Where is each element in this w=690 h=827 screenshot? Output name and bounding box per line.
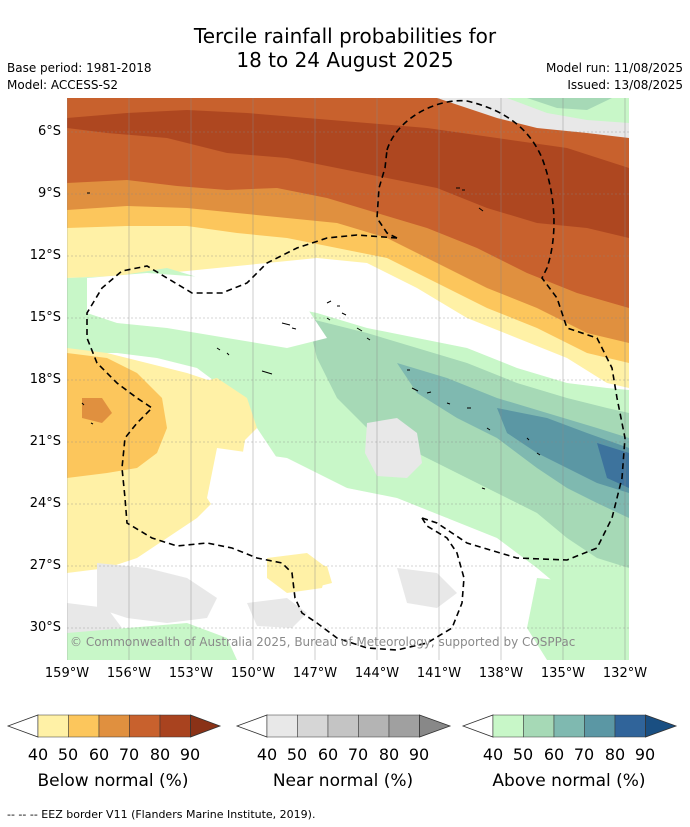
lon-label: 135°W	[540, 666, 586, 681]
near-40-patch-3	[397, 568, 457, 608]
cb-tick: 90	[408, 745, 430, 764]
below-60-west-patch	[82, 398, 112, 423]
eez-footer-note: -- -- -- EEZ border V11 (Flanders Marine…	[7, 808, 316, 821]
lon-label: 132°W	[602, 666, 648, 681]
lat-label: 27°S	[29, 558, 61, 573]
lon-label: 153°W	[168, 666, 214, 681]
cb-tick: 80	[149, 745, 171, 764]
swatch	[358, 714, 390, 738]
title-line-2: 18 to 24 August 2025	[236, 48, 454, 72]
lat-label: 6°S	[37, 124, 61, 139]
cb-tick: 80	[378, 745, 400, 764]
eez-border-cook	[86, 234, 465, 651]
cb-tick: 70	[118, 745, 140, 764]
swatch	[37, 714, 69, 738]
meta-right: Model run: 11/08/2025 Issued: 13/08/2025	[546, 60, 683, 94]
below-40-center	[177, 378, 257, 448]
swatch	[492, 714, 524, 738]
above-normal-label: Above normal (%)	[492, 771, 646, 791]
swatch	[68, 714, 100, 738]
lat-label: 9°S	[37, 186, 61, 201]
colorbar-near	[235, 714, 452, 738]
lat-label: 18°S	[29, 372, 61, 387]
swatch	[129, 714, 161, 738]
lon-label: 156°W	[106, 666, 152, 681]
map-title: Tercile rainfall probabilities for 18 to…	[0, 24, 690, 72]
base-period: Base period: 1981-2018	[7, 61, 152, 75]
below-40-south-patch-2	[302, 566, 332, 588]
lon-label: 150°W	[230, 666, 276, 681]
lat-label: 15°S	[29, 310, 61, 325]
meridians	[67, 98, 626, 660]
above-60-region	[397, 363, 629, 518]
white-gap-center	[207, 448, 567, 618]
swatch	[553, 714, 585, 738]
cb-tick: 50	[57, 745, 79, 764]
near-normal-label: Near normal (%)	[272, 771, 414, 791]
lon-label: 147°W	[292, 666, 338, 681]
gridlines	[67, 131, 629, 629]
near-40-patch-4	[247, 598, 307, 628]
eez-border-marquesas	[376, 99, 626, 561]
cb-tick: 60	[88, 745, 110, 764]
swatch	[159, 714, 191, 738]
lat-label: 30°S	[29, 620, 61, 635]
cb-tick: 70	[347, 745, 369, 764]
colorbar-below	[6, 714, 222, 738]
near-40-patch-2	[97, 563, 217, 623]
above-50-topright	[527, 98, 612, 110]
meta-left: Base period: 1981-2018 Model: ACCESS-S2	[7, 60, 152, 94]
lon-label: 141°W	[416, 666, 462, 681]
above-50-region	[307, 318, 629, 568]
swatch	[297, 714, 329, 738]
cb-tick: 50	[286, 745, 308, 764]
cb-tick: 70	[573, 745, 595, 764]
swatch	[266, 714, 298, 738]
white-gap-north	[87, 273, 327, 348]
lon-label: 144°W	[354, 666, 400, 681]
lat-label: 12°S	[29, 248, 61, 263]
below-80-region	[67, 110, 629, 238]
lon-label: 159°W	[44, 666, 90, 681]
cb-tick: 90	[179, 745, 201, 764]
swatch	[190, 714, 222, 738]
cb-tick: 40	[27, 745, 49, 764]
title-line-1: Tercile rainfall probabilities for	[193, 24, 497, 48]
cb-tick: 60	[543, 745, 565, 764]
lat-label: 24°S	[29, 496, 61, 511]
swatch	[98, 714, 130, 738]
below-50-west	[67, 353, 167, 478]
swatch	[645, 714, 678, 738]
above-40-southwest	[67, 623, 237, 660]
rainfall-map: © Commonwealth of Australia 2025, Bureau…	[67, 98, 629, 660]
swatch	[327, 714, 359, 738]
swatch	[523, 714, 555, 738]
swatch	[614, 714, 646, 738]
cb-tick: 80	[604, 745, 626, 764]
swatch	[419, 714, 452, 738]
lon-label: 138°W	[478, 666, 524, 681]
below-normal-label: Below normal (%)	[37, 771, 189, 791]
issued-date: Issued: 13/08/2025	[567, 78, 683, 92]
islands	[81, 187, 541, 490]
swatch	[388, 714, 420, 738]
model-name: Model: ACCESS-S2	[7, 78, 119, 92]
copyright-notice: © Commonwealth of Australia 2025, Bureau…	[70, 635, 575, 649]
near-40-patch-1	[365, 418, 422, 478]
lat-label: 21°S	[29, 434, 61, 449]
cb-tick: 50	[512, 745, 534, 764]
colorbar-above	[461, 714, 678, 738]
cb-tick: 60	[317, 745, 339, 764]
model-run: Model run: 11/08/2025	[545, 61, 683, 75]
swatch	[584, 714, 616, 738]
cb-tick: 90	[634, 745, 656, 764]
above-40-region	[67, 268, 629, 618]
cb-tick: 40	[482, 745, 504, 764]
above-40-southeast	[527, 578, 629, 660]
above-80-region	[597, 443, 629, 488]
colorbars	[6, 714, 678, 738]
cb-tick: 40	[256, 745, 278, 764]
